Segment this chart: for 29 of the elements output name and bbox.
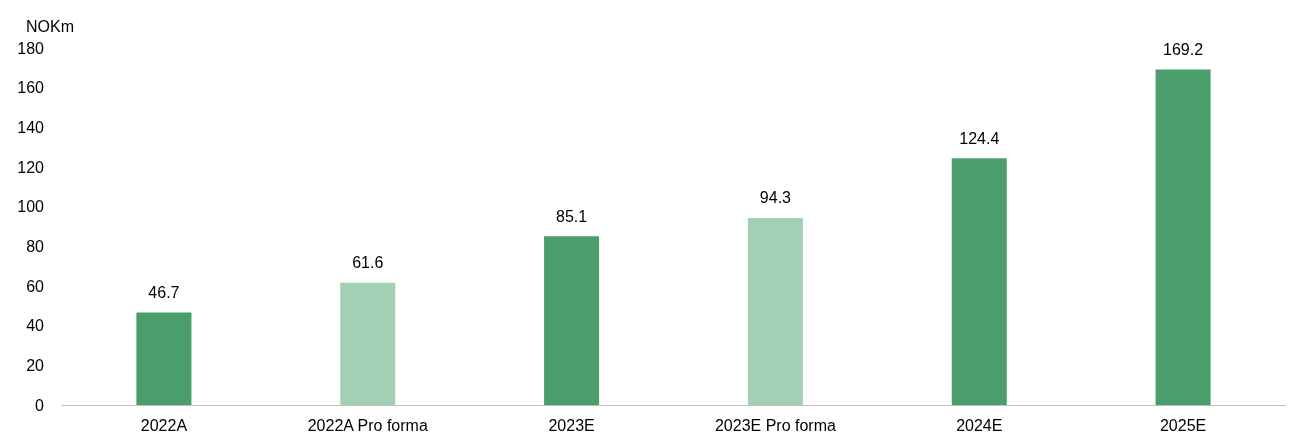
- y-tick-label: 120: [17, 158, 45, 176]
- y-tick-label: 0: [35, 396, 45, 414]
- bar: [544, 236, 600, 405]
- x-tick-label: 2024E: [956, 416, 1003, 434]
- y-tick-label: 160: [17, 79, 45, 97]
- data-label: 85.1: [556, 207, 588, 225]
- data-label: 94.3: [759, 189, 792, 207]
- x-tick-label: 2025E: [1159, 416, 1207, 434]
- y-tick-label: 140: [17, 118, 45, 136]
- bar: [1155, 69, 1211, 405]
- y-tick-label: 40: [26, 317, 45, 335]
- y-tick-label: 80: [26, 237, 45, 255]
- x-tick-label: 2022A Pro forma: [307, 416, 428, 434]
- bar: [951, 158, 1007, 405]
- x-tick-label: 2023E Pro forma: [714, 416, 836, 434]
- y-tick-label: 180: [17, 39, 45, 57]
- data-label: 61.6: [352, 254, 384, 272]
- y-tick-label: 20: [26, 356, 45, 374]
- bar: [136, 312, 192, 405]
- y-tick-label: 100: [17, 198, 45, 216]
- data-label: 46.7: [148, 283, 180, 301]
- bar: [747, 217, 803, 405]
- y-axis-title: NOKm: [26, 17, 74, 35]
- data-label: 124.4: [959, 129, 1000, 147]
- bar: [340, 282, 396, 405]
- y-tick-label: 60: [26, 277, 45, 295]
- x-tick-label: 2023E: [548, 416, 595, 434]
- x-tick-label: 2022A: [140, 416, 188, 434]
- data-label: 169.2: [1163, 40, 1204, 58]
